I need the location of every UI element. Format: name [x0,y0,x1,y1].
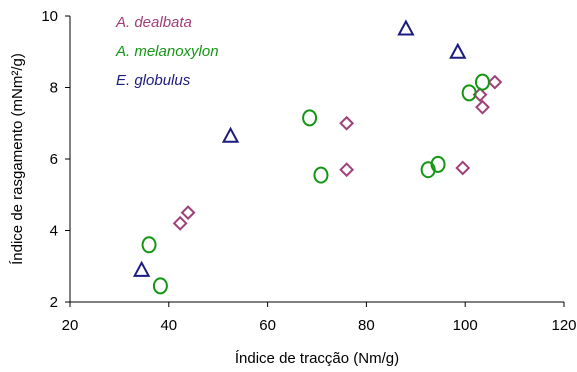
point-a-melanoxylon [313,166,329,184]
point-e-globulus [449,42,467,59]
x-tick-label: 60 [259,317,276,334]
x-tick-label: 100 [453,317,478,334]
legend-label-a-dealbata: A. dealbata [115,14,192,31]
y-axis-title: Índice de rasgamento (mNm²/g) [9,53,26,265]
y-tick-label: 4 [50,223,58,240]
point-a-dealbata [180,205,196,221]
x-tick-label: 20 [62,317,79,334]
point-a-melanoxylon [152,277,168,295]
y-tick-label: 8 [50,80,58,97]
point-e-globulus [397,19,415,36]
point-a-melanoxylon [141,236,157,254]
x-tick-label: 80 [358,317,375,334]
point-a-dealbata [475,99,490,115]
point-a-melanoxylon [302,109,318,127]
point-a-dealbata [339,162,355,178]
x-tick-label: 40 [160,317,177,334]
y-ticks: 2 4 6 8 10 [41,8,70,311]
point-a-dealbata [339,115,355,131]
y-tick-label: 6 [50,151,58,168]
point-a-dealbata [487,74,503,90]
point-a-melanoxylon [474,73,490,91]
point-a-dealbata [455,160,471,176]
legend-label-e-globulus: E. globulus [116,72,191,89]
point-e-globulus [221,126,240,143]
legend-label-a-melanoxylon: A. melanoxylon [115,43,219,60]
y-tick-label: 10 [41,8,58,25]
point-a-melanoxylon [430,155,446,173]
x-axis-title: Índice de tracção (Nm/g) [235,350,399,367]
point-a-melanoxylon [461,84,477,102]
x-ticks: 20 40 60 80 100 120 [62,302,577,334]
y-tick-label: 2 [50,294,58,311]
data-marks [132,19,503,295]
point-e-globulus [132,260,151,277]
point-a-dealbata [172,215,188,231]
legend: A. dealbata A. melanoxylon E. globulus [115,14,219,89]
x-tick-label: 120 [551,317,576,334]
